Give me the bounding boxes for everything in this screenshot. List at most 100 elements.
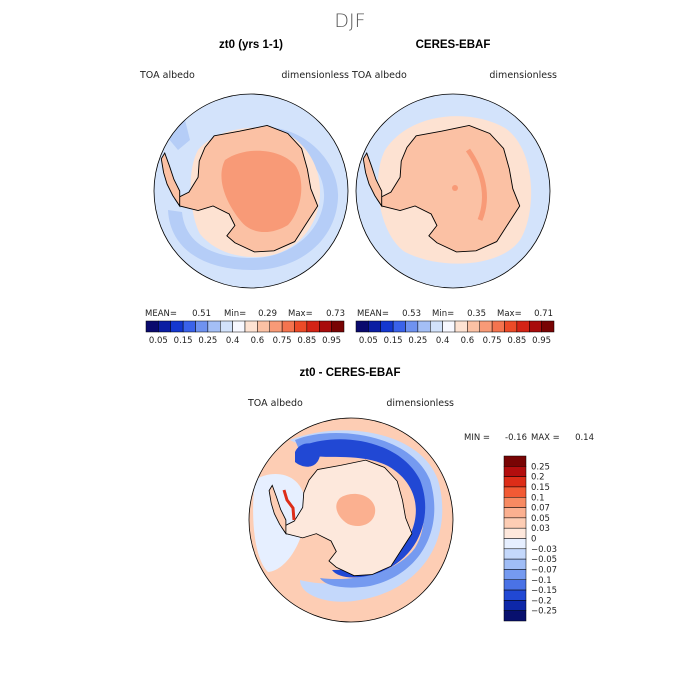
obs-colorbar-swatch	[355, 320, 369, 333]
obs-colorbar-tick-label: 0.25	[408, 336, 427, 346]
model-colorbar-swatch	[319, 320, 332, 333]
diff-coast-positive	[282, 489, 296, 521]
model-colorbar-swatch	[244, 320, 258, 333]
model-colorbar-swatch	[220, 320, 233, 333]
diff-colorbar-tick-label: 0.15	[531, 483, 550, 493]
obs-colorbar-swatch	[467, 320, 480, 333]
obs-variable-label: TOA albedo	[351, 70, 407, 81]
diff-panel-title: zt0 - CERES-EBAF	[300, 367, 401, 379]
obs-max-value: 0.71	[534, 309, 553, 319]
model-stats: MEAN= 0.51 Min= 0.29 Max= 0.73	[145, 309, 345, 319]
obs-units-label: dimensionless	[489, 70, 557, 81]
model-colorbar-tick-label: 0.75	[273, 336, 292, 346]
diff-colorbar-swatch	[503, 579, 527, 591]
diff-colorbar-tick-label: −0.03	[531, 545, 557, 555]
model-colorbar: 0.05 0.15 0.25 0.4 0.6 0.75 0.85 0.95	[145, 320, 345, 346]
diff-colorbar-swatch	[503, 507, 527, 519]
diff-colorbar-swatch	[503, 569, 527, 580]
obs-colorbar-swatch	[529, 320, 542, 333]
obs-colorbar-swatch	[454, 320, 468, 333]
obs-stats: MEAN= 0.53 Min= 0.35 Max= 0.71	[357, 309, 553, 319]
model-colorbar-swatch	[182, 320, 196, 333]
model-plateau	[221, 150, 302, 233]
diff-strong-negative-patch	[295, 443, 320, 467]
obs-colorbar-swatch	[430, 320, 443, 333]
model-colorbar-swatch	[207, 320, 221, 333]
diff-colorbar-tick-label: 0.07	[531, 504, 550, 514]
diff-max-label: MAX =	[531, 433, 560, 443]
diff-colorbar-swatch	[503, 538, 527, 550]
diff-colorbar-swatch	[503, 527, 527, 539]
diff-stats: MIN = -0.16 MAX = 0.14	[464, 433, 594, 443]
model-colorbar-tick-label: 0.25	[198, 336, 217, 346]
obs-mean-label: MEAN=	[357, 309, 389, 319]
obs-mean-value: 0.53	[402, 309, 421, 319]
model-panel: zt0 (yrs 1-1) TOA albedo dimensionless M…	[139, 39, 349, 346]
diff-colorbar-swatch	[503, 455, 527, 467]
obs-colorbar-swatch	[442, 320, 456, 333]
diff-variable-label: TOA albedo	[247, 398, 303, 409]
season-title: DJF	[334, 10, 365, 32]
obs-colorbar-swatch	[392, 320, 406, 333]
obs-colorbar-swatch	[380, 320, 394, 333]
diff-max-value: 0.14	[575, 433, 594, 443]
diff-colorbar-swatch	[503, 486, 527, 498]
obs-colorbar-swatch	[491, 320, 505, 333]
obs-colorbar-swatch	[368, 320, 381, 333]
obs-map-border	[355, 93, 551, 289]
diff-panel: zt0 - CERES-EBAF TOA albedo dimensionles…	[247, 367, 594, 623]
model-colorbar-tick-label: 0.6	[251, 336, 265, 346]
model-colorbar-swatch	[232, 320, 246, 333]
diff-interior-positive	[336, 493, 376, 527]
diff-colorbar-tick-label: −0.2	[531, 596, 552, 606]
diff-colorbar-swatch	[503, 517, 527, 529]
diff-colorbar-swatch	[503, 610, 527, 622]
model-colorbar-swatch	[331, 320, 345, 333]
model-panel-title: zt0 (yrs 1-1)	[219, 39, 283, 51]
obs-map	[355, 93, 551, 289]
diff-colorbar-tick-label: −0.15	[531, 586, 557, 596]
diff-colorbar-swatch	[503, 497, 527, 508]
model-colorbar-swatch	[170, 320, 184, 333]
obs-colorbar-swatch	[541, 320, 555, 333]
model-mean-label: MEAN=	[145, 309, 177, 319]
model-mean-value: 0.51	[192, 309, 211, 319]
diff-colorbar-tick-label: −0.1	[531, 576, 552, 586]
model-min-value: 0.29	[258, 309, 277, 319]
obs-colorbar-swatch	[479, 320, 493, 333]
diff-colorbar-tick-label: 0	[531, 535, 536, 545]
model-colorbar-swatch	[145, 320, 159, 333]
diff-colorbar-tick-label: 0.05	[531, 514, 550, 524]
diff-colorbar-tick-label: −0.05	[531, 555, 557, 565]
diff-colorbar-tick-label: 0.03	[531, 524, 550, 534]
model-colorbar-swatch	[306, 320, 320, 333]
diff-min-label: MIN =	[464, 433, 490, 443]
model-max-value: 0.73	[326, 309, 345, 319]
model-variable-label: TOA albedo	[139, 70, 195, 81]
model-colorbar-swatch	[195, 320, 209, 333]
obs-colorbar-swatch	[504, 320, 518, 333]
model-colorbar-swatch	[158, 320, 171, 333]
obs-colorbar-tick-label: 0.6	[461, 336, 475, 346]
model-colorbar-swatch	[257, 320, 270, 333]
model-colorbar-swatch	[294, 320, 308, 333]
model-colorbar-tick-label: 0.85	[297, 336, 316, 346]
model-colorbar-swatch	[281, 320, 295, 333]
obs-colorbar-tick-label: 0.15	[384, 336, 403, 346]
model-units-label: dimensionless	[281, 70, 349, 81]
diff-units-label: dimensionless	[386, 398, 454, 409]
model-colorbar-tick-label: 0.4	[226, 336, 240, 346]
model-map	[153, 93, 349, 289]
diff-colorbar-tick-label: 0.1	[531, 493, 545, 503]
model-map-border	[153, 93, 349, 289]
diff-light-negative-ring	[290, 430, 443, 602]
model-colorbar-swatch	[269, 320, 283, 333]
diff-map	[248, 417, 454, 623]
diff-colorbar-tick-label: −0.07	[531, 565, 557, 575]
obs-panel-title: CERES-EBAF	[416, 39, 491, 51]
diff-colorbar-swatch	[503, 589, 527, 601]
diff-colorbar-swatch	[503, 466, 527, 477]
obs-max-label: Max=	[497, 309, 522, 319]
diff-colorbar-tick-label: 0.2	[531, 473, 545, 483]
